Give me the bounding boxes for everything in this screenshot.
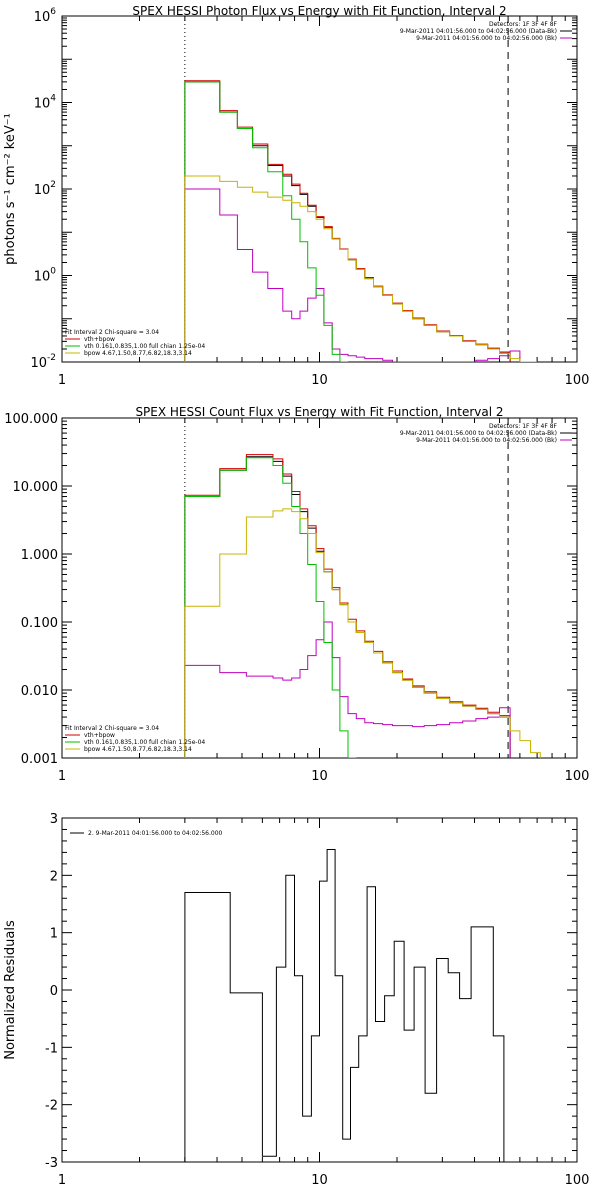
legend-entry: 9-Mar-2011 04:01:56.000 to 04:02:56.000 … bbox=[416, 437, 557, 444]
series-5-line bbox=[184, 508, 541, 758]
legend-entry: vth+bpow bbox=[84, 336, 115, 343]
y-axis-label: photons s⁻¹ cm⁻² keV⁻¹ bbox=[3, 113, 18, 265]
legend-entry: vth 0.161,0.835,1.00 full chian 1.25e-04 bbox=[84, 739, 205, 746]
y-tick-label: 0.100 bbox=[21, 616, 58, 631]
legend-entry: vth+bpow bbox=[84, 732, 115, 739]
series-1-line bbox=[184, 81, 511, 362]
x-tick-label: 1 bbox=[58, 373, 66, 388]
y-tick-label: -3 bbox=[45, 1156, 58, 1171]
y-axis: 10-2 100 102 104 106 bbox=[30, 7, 577, 371]
y-tick-label: 3 bbox=[50, 812, 58, 827]
y-tick-label: 0 bbox=[50, 984, 58, 999]
plot-frame bbox=[61, 417, 578, 759]
x-tick-label: 100 bbox=[565, 1173, 590, 1188]
y-tick-label: 1 bbox=[50, 927, 58, 942]
y-tick-label: 10-2 bbox=[30, 353, 56, 371]
series-2-line bbox=[184, 454, 511, 758]
legend-entry: bpow 4.67,1.50,8.77,6.82,18.3,3.14 bbox=[84, 746, 192, 753]
legend-entry: Fit Interval 2 Chi-square = 3.04 bbox=[65, 725, 159, 732]
y-tick-label: 100 bbox=[34, 267, 57, 285]
legend: Detectors: 1F 3F 4F 8F9-Mar-2011 04:01:5… bbox=[65, 423, 572, 753]
x-tick-label: 100 bbox=[565, 769, 590, 784]
series-group bbox=[184, 454, 541, 758]
legend-entry: vth 0.161,0.835,1.00 full chian 1.25e-04 bbox=[84, 343, 205, 350]
chart-panel-2: SPEX HESSI Count Flux vs Energy with Fit… bbox=[4, 405, 589, 784]
legend-entry: 2. 9-Mar-2011 04:01:56.000 to 04:02:56.0… bbox=[88, 830, 223, 837]
series-5-line bbox=[184, 175, 538, 362]
series-group bbox=[184, 849, 515, 1162]
chart-panel-3: 1 10 100 -3 -2 -1 0 1 2 3 Normalized Residuals 2. 9… bbox=[3, 812, 589, 1188]
series-4-line bbox=[184, 457, 357, 758]
legend: Detectors: 1F 3F 4F 8F9-Mar-2011 04:01:5… bbox=[65, 21, 572, 357]
y-tick-label: 106 bbox=[34, 7, 57, 25]
y-tick-label: 104 bbox=[34, 94, 57, 112]
plot-frame bbox=[61, 15, 578, 363]
legend-entry: Detectors: 1F 3F 4F 8F bbox=[489, 423, 558, 430]
series-3-line bbox=[184, 188, 521, 362]
legend-entry: 9-Mar-2011 04:01:56.000 to 04:02:56.000 … bbox=[416, 35, 557, 42]
series-2-line bbox=[184, 80, 511, 362]
y-tick-label: 1.000 bbox=[21, 548, 58, 563]
y-tick-label: 102 bbox=[34, 180, 56, 198]
legend: 2. 9-Mar-2011 04:01:56.000 to 04:02:56.0… bbox=[70, 830, 223, 837]
x-tick-label: 10 bbox=[311, 373, 328, 388]
series-group bbox=[184, 80, 538, 362]
chart-panel-1: SPEX HESSI Photon Flux vs Energy with Fi… bbox=[3, 4, 589, 388]
y-tick-label: 2 bbox=[50, 869, 58, 884]
series-1-line bbox=[184, 849, 515, 1162]
legend-entry: Fit Interval 2 Chi-square = 3.04 bbox=[65, 329, 159, 336]
series-3-line bbox=[184, 621, 511, 758]
x-tick-label: 100 bbox=[565, 373, 590, 388]
x-tick-label: 1 bbox=[58, 1173, 66, 1188]
chart-title: SPEX HESSI Count Flux vs Energy with Fit… bbox=[135, 405, 503, 419]
y-axis-label: Normalized Residuals bbox=[3, 920, 18, 1060]
x-tick-label: 10 bbox=[311, 769, 328, 784]
legend-entry: bpow 4.67,1.50,8.77,6.82,18.3,3.14 bbox=[84, 350, 192, 357]
legend-entry: 9-Mar-2011 04:01:56.000 to 04:02:56.000 … bbox=[400, 430, 557, 437]
legend-entry: 9-Mar-2011 04:01:56.000 to 04:02:56.000 … bbox=[400, 28, 557, 35]
y-axis: 0.001 0.010 0.100 1.000 10.000 100.000 bbox=[4, 412, 577, 767]
y-tick-label: 0.010 bbox=[21, 684, 58, 699]
chart-title: SPEX HESSI Photon Flux vs Energy with Fi… bbox=[132, 4, 506, 18]
x-tick-label: 10 bbox=[311, 1173, 328, 1188]
x-axis: 1 10 100 bbox=[58, 16, 590, 388]
x-axis: 1 10 100 bbox=[58, 818, 590, 1188]
series-4-line bbox=[184, 81, 348, 362]
x-axis: 1 10 100 bbox=[58, 418, 590, 784]
y-tick-label: 10.000 bbox=[13, 480, 59, 495]
y-axis: -3 -2 -1 0 1 2 3 bbox=[45, 812, 577, 1171]
y-tick-label: -1 bbox=[45, 1041, 58, 1056]
legend-entry: Detectors: 1F 3F 4F 8F bbox=[489, 21, 558, 28]
y-tick-label: -2 bbox=[45, 1099, 58, 1114]
x-tick-label: 1 bbox=[58, 769, 66, 784]
y-tick-label: 100.000 bbox=[4, 412, 58, 427]
y-tick-label: 0.001 bbox=[21, 752, 58, 767]
